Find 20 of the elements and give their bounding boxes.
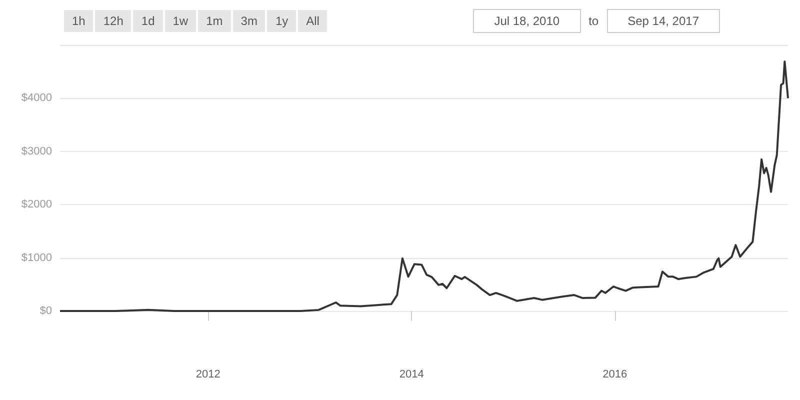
text: 1h (64, 10, 94, 32)
text: to (588, 14, 599, 28)
y-tick-label: $1000 (21, 252, 52, 264)
text: 1d (133, 10, 163, 32)
y-tick-label: $2000 (21, 198, 52, 211)
line-series (59, 60, 789, 312)
text: 1m (198, 10, 231, 32)
x-tick-label: 2014 (399, 368, 424, 380)
text: 12h (95, 10, 132, 32)
text: Sep 14, 2017 (606, 9, 720, 33)
y-tick-label: $0 (40, 305, 52, 317)
x-tick-label: 2016 (602, 368, 628, 380)
text: 1y (267, 10, 296, 32)
y-tick-label: $4000 (21, 92, 52, 104)
text: 3m (232, 10, 266, 32)
x-tick-label: 2012 (196, 368, 220, 380)
text: 1w (164, 10, 196, 32)
text: Jul 18, 2010 (473, 9, 581, 33)
y-tick-label: $3000 (21, 145, 52, 158)
text: All (298, 10, 328, 32)
